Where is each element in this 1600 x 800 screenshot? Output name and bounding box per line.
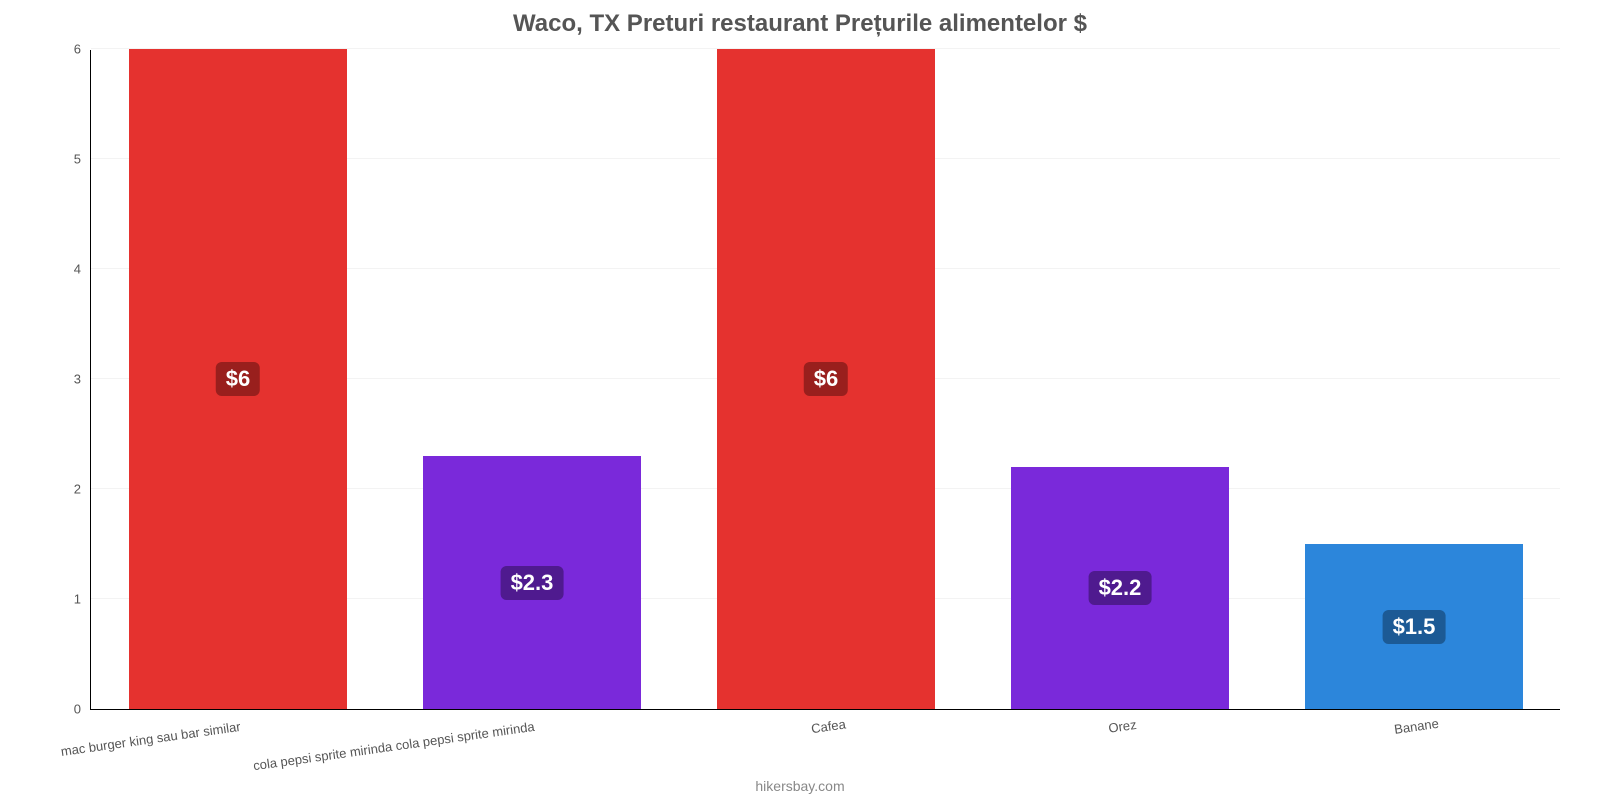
bar-value-label: $6 [804, 362, 848, 396]
y-tick-label: 3 [74, 372, 91, 387]
bar-value-label: $2.3 [501, 566, 564, 600]
bar: $6 [129, 49, 347, 709]
x-tick-label: Cafea [809, 707, 847, 737]
chart-container: Waco, TX Preturi restaurant Prețurile al… [0, 0, 1600, 800]
credit-text: hikersbay.com [0, 778, 1600, 794]
y-tick-label: 1 [74, 592, 91, 607]
bar: $6 [717, 49, 935, 709]
bar-value-label: $2.2 [1089, 571, 1152, 605]
y-tick-label: 6 [74, 42, 91, 57]
x-tick-label: Banane [1392, 706, 1440, 737]
y-tick-label: 4 [74, 262, 91, 277]
y-tick-label: 0 [74, 702, 91, 717]
bar: $1.5 [1305, 544, 1523, 709]
chart-title: Waco, TX Preturi restaurant Prețurile al… [0, 10, 1600, 38]
bar-value-label: $1.5 [1383, 610, 1446, 644]
y-tick-label: 5 [74, 152, 91, 167]
x-tick-label: Orez [1106, 707, 1137, 736]
bar-value-label: $6 [216, 362, 260, 396]
y-tick-label: 2 [74, 482, 91, 497]
x-tick-label: cola pepsi sprite mirinda cola pepsi spr… [251, 709, 536, 773]
bar: $2.2 [1011, 467, 1229, 709]
bar: $2.3 [423, 456, 641, 709]
plot-area: 0123456$6mac burger king sau bar similar… [90, 50, 1560, 710]
